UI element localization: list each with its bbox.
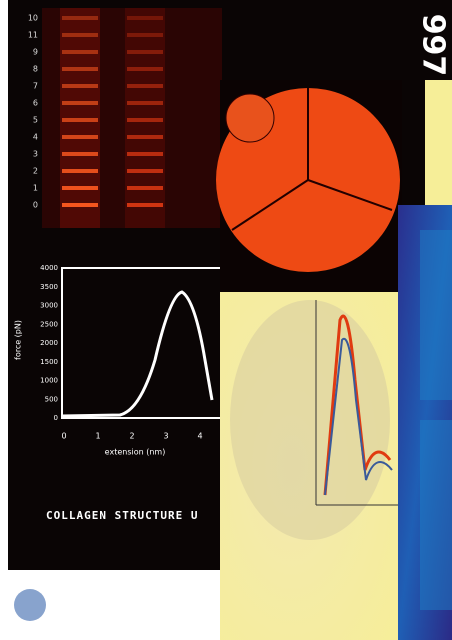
gel-band: [62, 84, 98, 88]
caption: COLLAGEN STRUCTURE U: [46, 509, 198, 522]
gel-label: 0: [33, 201, 38, 210]
y-tick-label: 3500: [40, 283, 58, 291]
gel-label: 8: [33, 65, 38, 74]
gel-label: 7: [33, 82, 38, 91]
yellow-shadow: [230, 300, 390, 540]
gel-band: [127, 186, 163, 190]
y-tick-label: 2000: [40, 339, 58, 347]
gel-label: 10: [28, 14, 38, 23]
collage: 997 COLLAGEN STRUCTURE U force (pN) exte…: [0, 0, 452, 640]
logo: [14, 589, 46, 621]
gel-label: 9: [33, 48, 38, 57]
gel-band: [127, 203, 163, 207]
gel-label: 3: [33, 150, 38, 159]
gel-band: [127, 135, 163, 139]
gel-band: [127, 169, 163, 173]
blue-panel: [420, 420, 452, 610]
gel-band: [127, 50, 163, 54]
gel-band: [62, 169, 98, 173]
gel-band: [62, 101, 98, 105]
x-tick-label: 3: [163, 432, 168, 441]
gel-band: [127, 16, 163, 20]
x-tick-label: 2: [129, 432, 134, 441]
gel-label: 11: [28, 31, 38, 40]
orange-inset: [226, 94, 274, 142]
gel-band: [62, 203, 98, 207]
year: 997: [416, 14, 451, 77]
gel-label: 2: [33, 167, 38, 176]
gel-band: [62, 118, 98, 122]
gel-band: [127, 118, 163, 122]
page: {"cover_left": {"year": "997", "caption"…: [0, 0, 452, 640]
y-tick-label: 0: [54, 414, 58, 422]
y-tick-label: 2500: [40, 320, 58, 328]
gel-band: [62, 67, 98, 71]
y-axis-label: force (pN): [14, 320, 23, 360]
y-tick-label: 1000: [40, 377, 58, 385]
x-tick-label: 0: [61, 432, 66, 441]
gel-band: [127, 101, 163, 105]
gel-band: [62, 33, 98, 37]
gel-label: 5: [33, 116, 38, 125]
x-tick-label: 4: [197, 432, 202, 441]
gel-band: [127, 84, 163, 88]
gel-band: [62, 152, 98, 156]
gel-band: [62, 186, 98, 190]
blue-panel: [420, 230, 452, 400]
gel-label: 6: [33, 99, 38, 108]
gel-band: [62, 50, 98, 54]
y-tick-label: 4000: [40, 264, 58, 272]
x-axis-label: extension (nm): [105, 448, 166, 457]
y-tick-label: 1500: [40, 358, 58, 366]
gel-label: 1: [33, 184, 38, 193]
gel-band: [127, 152, 163, 156]
y-tick-label: 3000: [40, 302, 58, 310]
gel-band: [127, 67, 163, 71]
gel-band: [62, 16, 98, 20]
yellow-strip: [425, 80, 452, 210]
gel-label: 4: [33, 133, 38, 142]
y-tick-label: 500: [45, 395, 58, 403]
x-tick-label: 1: [95, 432, 100, 441]
gel-band: [127, 33, 163, 37]
gel-band: [62, 135, 98, 139]
